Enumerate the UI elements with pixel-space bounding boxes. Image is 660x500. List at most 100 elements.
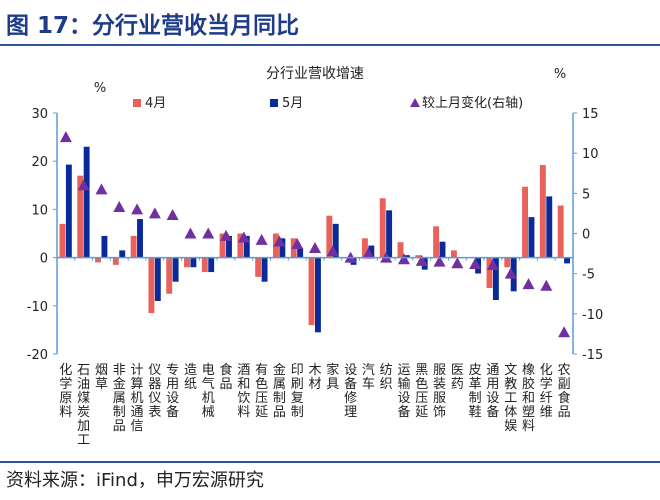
right-tick-label: 15	[582, 107, 599, 122]
source-note: 资料来源：iFind，申万宏源研究	[6, 470, 264, 491]
bar-apr	[326, 215, 333, 258]
right-axis-unit: %	[554, 67, 566, 82]
change-marker	[59, 131, 72, 143]
x-tick-label-char: 文	[504, 363, 517, 378]
bar-apr	[201, 257, 208, 273]
x-tick-label-char: 加	[77, 419, 90, 434]
bar-may	[279, 238, 286, 258]
bar-may	[297, 247, 304, 258]
bar-may	[564, 257, 571, 264]
bar-may	[492, 257, 499, 301]
x-tick-label-char: 制	[291, 405, 304, 420]
x-tick-label-char: 制	[113, 405, 126, 420]
x-tick-label-char: 专	[166, 363, 179, 378]
x-tick-label-char: 工	[77, 433, 90, 448]
bar-apr	[308, 257, 315, 326]
bar-may	[403, 255, 410, 258]
x-tick-label-char: 娱	[504, 419, 517, 434]
x-tick-label-char: 设	[166, 391, 179, 406]
x-tick-label-char: 造	[184, 363, 197, 378]
x-tick-label-char: 酒	[237, 363, 250, 378]
bar-may	[137, 219, 143, 258]
change-marker	[255, 233, 268, 245]
change-marker	[113, 200, 126, 212]
right-tick-label: -5	[582, 268, 595, 283]
change-marker	[309, 241, 321, 253]
x-tick-label-char: 食	[220, 362, 233, 378]
bar-apr	[397, 242, 404, 258]
change-marker	[202, 227, 215, 239]
x-tick-label-char: 仪	[148, 391, 161, 406]
x-tick-label-char: 输	[397, 376, 410, 392]
x-tick-label-char: 表	[148, 405, 161, 420]
change-marker	[415, 254, 428, 266]
x-tick-label-char: 属	[273, 377, 286, 392]
bar-apr	[237, 233, 244, 258]
left-tick-label: 30	[31, 107, 48, 122]
x-tick-label-char: 备	[486, 404, 499, 420]
x-tick-label-char: 服	[433, 391, 446, 406]
bar-apr	[379, 198, 386, 258]
x-tick-label-char: 油	[77, 377, 90, 392]
x-tick-label-char: 服	[433, 363, 446, 378]
x-tick-label-char: 材	[308, 377, 321, 392]
x-tick-label-char: 备	[397, 404, 410, 420]
x-tick-label-char: 煤	[77, 391, 90, 406]
right-tick-label: -10	[582, 308, 603, 323]
left-tick-label: 20	[31, 155, 48, 170]
change-marker	[131, 203, 144, 215]
bar-apr	[95, 257, 101, 263]
x-tick-label-char: 延	[255, 405, 268, 420]
x-tick-label-char: 电	[202, 363, 215, 378]
x-tick-label-char: 药	[451, 377, 464, 392]
bar-apr	[361, 238, 368, 258]
x-tick-label-char: 设	[344, 363, 357, 378]
bar-apr	[450, 250, 457, 258]
x-tick-label-char: 和	[522, 391, 535, 406]
change-marker	[522, 278, 535, 290]
x-tick-label-char: 器	[148, 377, 161, 392]
x-tick-label-char: 计	[131, 363, 144, 378]
x-tick-label-char: 料	[522, 419, 535, 434]
bar-apr	[504, 257, 511, 268]
x-tick-label-char: 农	[558, 363, 571, 378]
change-marker	[397, 253, 410, 265]
change-marker	[362, 247, 375, 259]
bar-may	[546, 196, 553, 258]
bar-may	[83, 146, 90, 258]
x-tick-label-char: 饰	[433, 405, 446, 420]
x-tick-label-char: 用	[486, 377, 499, 392]
left-axis-unit: %	[94, 81, 106, 96]
change-marker	[540, 279, 553, 291]
bar-may	[528, 217, 535, 258]
bar-may	[101, 235, 108, 258]
x-tick-label-char: 理	[344, 405, 357, 420]
x-tick-label-char: 纺	[380, 363, 393, 378]
x-tick-label-char: 设	[486, 391, 499, 406]
x-tick-label-char: 学	[540, 376, 553, 392]
change-marker	[504, 267, 517, 279]
x-tick-label-char: 草	[95, 377, 108, 392]
bar-apr	[433, 226, 440, 258]
bar-may	[154, 257, 161, 301]
x-tick-label-char: 修	[344, 391, 357, 406]
bar-may	[190, 257, 197, 268]
x-tick-label-char: 纸	[184, 377, 197, 392]
change-marker	[433, 255, 446, 267]
x-tick-label-char: 革	[469, 377, 482, 392]
x-tick-label-char: 胶	[522, 376, 535, 392]
bar-may	[386, 210, 393, 258]
change-marker	[166, 209, 179, 221]
x-tick-label-char: 压	[415, 391, 428, 406]
x-tick-label-char: 运	[397, 363, 410, 378]
bar-apr	[539, 165, 546, 258]
left-tick-label: 0	[40, 252, 48, 267]
x-tick-label-char: 化	[540, 363, 553, 378]
bar-may	[332, 223, 339, 258]
x-tick-label-char: 纤	[540, 391, 553, 406]
bar-apr	[148, 257, 155, 314]
bar-apr	[166, 257, 173, 294]
x-tick-label-char: 属	[113, 391, 126, 406]
x-tick-label-char: 印	[291, 363, 304, 378]
right-tick-label: -15	[582, 348, 603, 363]
